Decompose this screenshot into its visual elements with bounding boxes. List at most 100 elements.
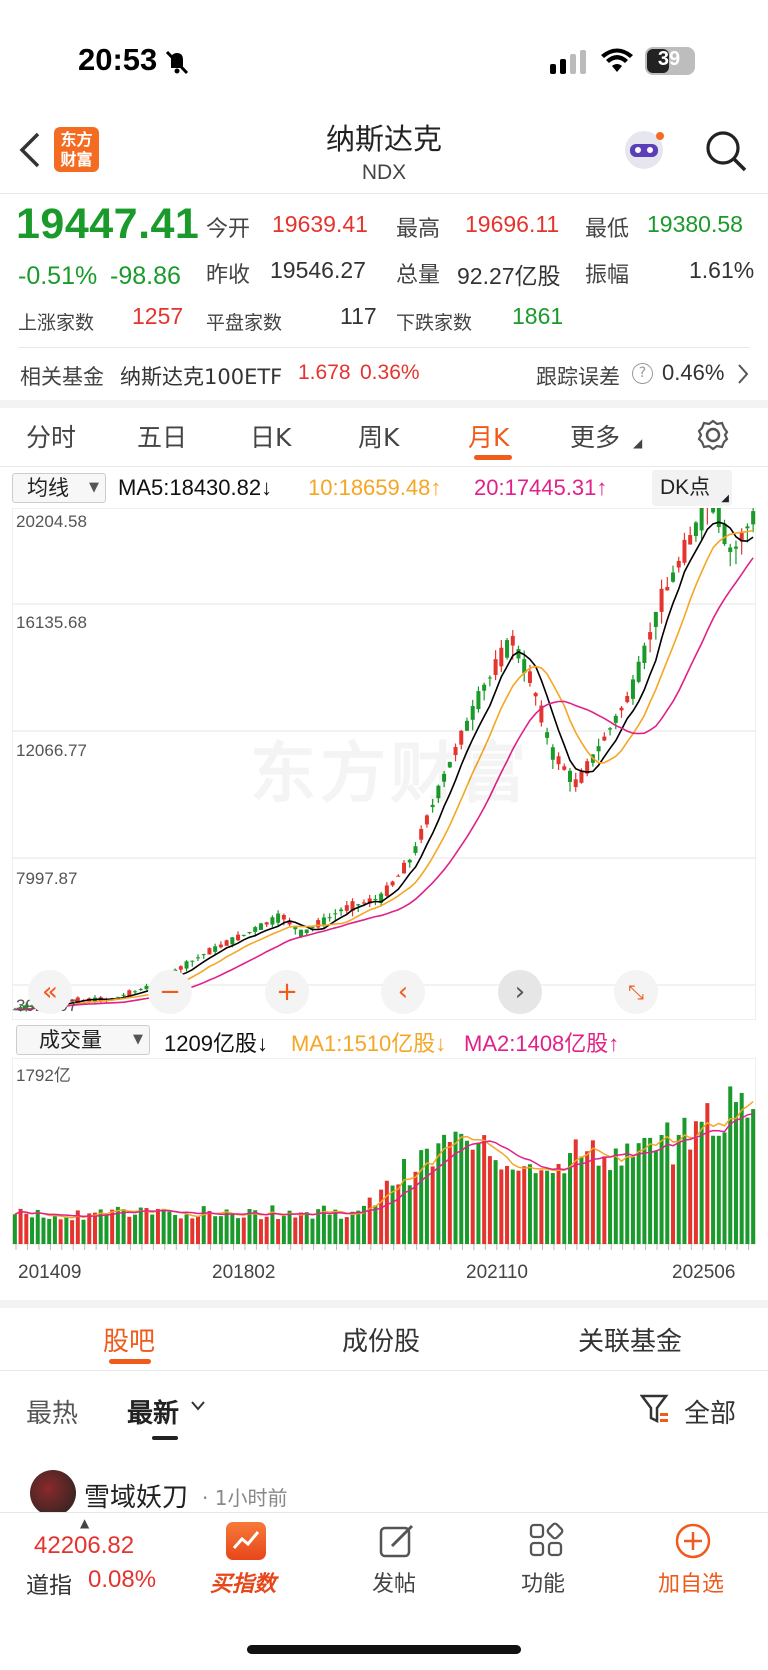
nav-add-watchlist[interactable]: 加自选 [658,1572,725,1597]
volume-bar [70,1220,75,1244]
volume-bar [693,1121,698,1244]
volume-bar [522,1166,527,1244]
edit-post-icon[interactable] [378,1522,416,1564]
tab-intraday[interactable]: 分时 [26,423,77,452]
volume-bar [482,1135,487,1244]
volume-bar [339,1218,344,1244]
search-icon[interactable] [703,128,749,178]
scroll-left-button[interactable]: ‹ [381,970,425,1014]
filter-all[interactable]: 全部 [684,1399,737,1429]
candlestick-chart[interactable] [12,508,756,1020]
tab-more[interactable]: 更多 [570,423,621,452]
candle [562,763,567,771]
candle [293,926,298,935]
volume-bar [327,1214,332,1244]
volume-bar [299,1212,304,1244]
volume-ma1: MA1:1510亿股↓ [291,1031,447,1056]
candle [430,798,435,813]
nav-post[interactable]: 发帖 [372,1572,417,1597]
volume-bar [144,1208,149,1244]
dow-index-name[interactable]: 道指 [26,1573,72,1599]
candle [333,909,338,920]
volume-bar [510,1169,515,1244]
volume-bar [671,1164,676,1244]
price-axis-tick: 16135.68 [16,613,87,632]
volume-bar [527,1164,532,1244]
volume-bar [190,1218,195,1244]
add-watchlist-icon[interactable] [674,1522,712,1564]
tab-five-day[interactable]: 五日 [137,423,188,452]
back-icon[interactable] [16,130,44,174]
volume-bar [356,1210,361,1244]
tab-stock-forum[interactable]: 股吧 [103,1327,156,1357]
tab-monthly-k[interactable]: 月K [468,423,510,452]
nav-buy-index[interactable]: 买指数 [210,1572,277,1597]
volume-bar [321,1205,326,1244]
sort-hottest[interactable]: 最热 [26,1399,79,1429]
scroll-right-button[interactable]: › [498,970,542,1014]
dow-index-value[interactable]: 42206.82 [34,1532,135,1559]
volume-bar [293,1217,298,1244]
price-axis-tick: 20204.58 [16,512,87,531]
volume-bar [310,1218,315,1244]
volume-bar [424,1148,429,1244]
x-axis-tick: 201802 [212,1262,276,1283]
sort-indicator [152,1436,178,1440]
volume-indicator-select[interactable]: 成交量 ▼ [16,1025,150,1055]
avatar[interactable] [30,1470,76,1516]
prev-close-label: 昨收 [206,263,251,288]
candle [144,983,149,990]
volume-chart[interactable] [12,1058,756,1256]
candle [636,655,641,684]
zoom-in-button[interactable]: + [265,970,309,1014]
candle [716,508,721,533]
price-axis-tick: 7997.87 [16,869,78,888]
volume-bar [58,1219,63,1244]
volume-bar [585,1151,590,1244]
volume-bar [619,1165,624,1244]
volume-bar [213,1216,218,1244]
related-fund-row[interactable]: 相关基金 纳斯达克100ETF 1.678 0.36% 跟踪误差 ? 0.46% [0,350,768,400]
volume-bar [161,1208,166,1244]
candle [264,921,269,928]
volume-bar [556,1163,561,1244]
tab-constituents[interactable]: 成份股 [342,1327,421,1357]
functions-grid-icon[interactable] [528,1522,564,1562]
volume-bar [127,1216,132,1244]
tab-daily-k[interactable]: 日K [250,423,292,452]
volume-bar [35,1209,40,1244]
candle [751,508,756,533]
candle [402,860,407,874]
buy-index-icon[interactable] [226,1522,266,1560]
candle [487,675,492,687]
ma10-value: 10:18659.48↑ [308,475,442,500]
tracking-error-value: 0.46% [662,360,725,385]
candle [321,913,326,929]
volume-bar [602,1156,607,1244]
tab-weekly-k[interactable]: 周K [358,423,400,452]
change-percent: -0.51% [18,262,98,290]
post-username[interactable]: 雪域妖刀 [84,1483,189,1513]
sort-newest[interactable]: 最新 [127,1399,180,1429]
tab-related-funds[interactable]: 关联基金 [578,1327,683,1357]
candle [316,917,321,931]
fullscreen-icon[interactable]: ⤡ [614,970,658,1014]
settings-gear-icon[interactable] [696,418,730,456]
volume-bar [630,1156,635,1244]
candle [459,729,464,750]
help-icon[interactable]: ? [632,363,653,384]
candle [676,556,681,573]
zoom-out-button[interactable]: − [148,970,192,1014]
candle [533,691,538,706]
volume-bar [430,1166,435,1244]
dow-index-pct[interactable]: 0.08% [88,1566,157,1593]
indicator-select[interactable]: 均线 ▼ [12,473,106,503]
nav-functions[interactable]: 功能 [521,1572,566,1597]
scroll-start-button[interactable]: « [28,970,72,1014]
filter-icon[interactable] [639,1393,670,1429]
high-value: 19696.11 [465,211,560,237]
robot-assistant-icon[interactable] [620,128,668,176]
volume-bar [218,1216,223,1244]
dk-point-button[interactable]: DK点 ◢ [652,470,732,506]
app-logo: 东方 财富 [54,127,99,172]
